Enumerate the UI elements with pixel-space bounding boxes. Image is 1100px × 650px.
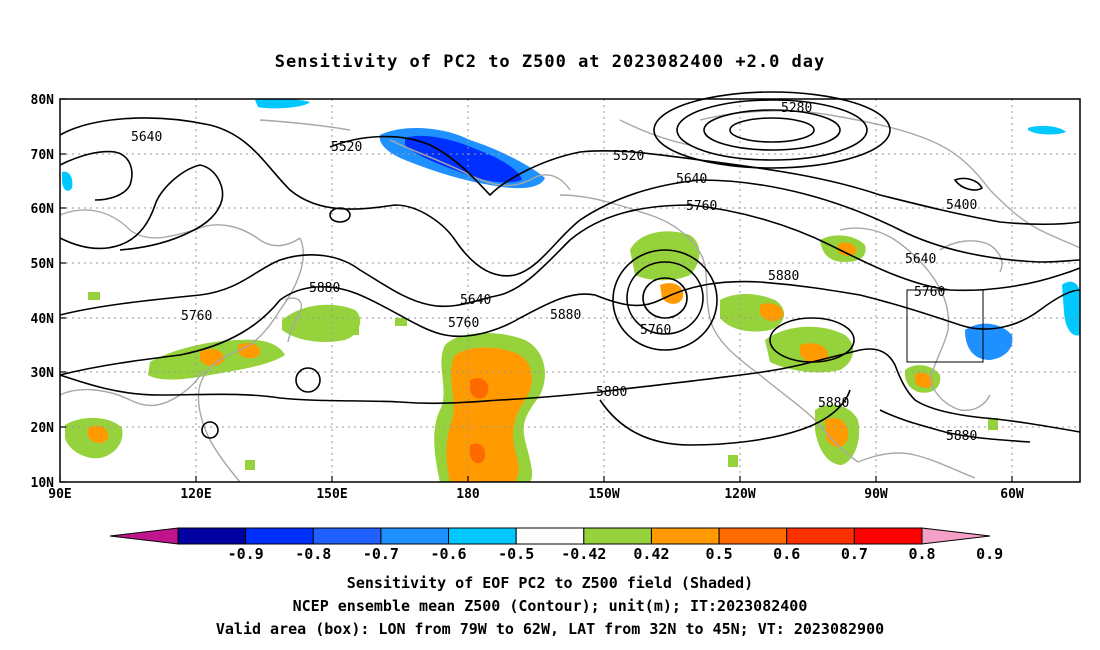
lon-label: 90E: [48, 487, 71, 502]
map-frame: [59, 98, 1081, 483]
colorbar-swatch: [650, 527, 720, 545]
lon-label: 150W: [588, 487, 619, 502]
contour-label: 5520: [613, 149, 644, 164]
lat-label: 70N: [31, 148, 55, 163]
contour-label: 5280: [781, 101, 812, 116]
contour-label: 5640: [905, 252, 936, 267]
contour-label: 5880: [309, 281, 340, 296]
valid-area-box: [906, 289, 984, 363]
lon-label: 180: [456, 487, 480, 502]
shade-region-negative-atlantic: [965, 323, 1013, 360]
colorbar-swatch: [718, 527, 788, 545]
caption-valid-area: Valid area (box): LON from 79W to 62W, L…: [216, 620, 884, 638]
contour-label: 5760: [914, 285, 945, 300]
colorbar-label: -0.42: [561, 545, 606, 563]
graticule: [60, 99, 1080, 482]
lat-label: 20N: [31, 421, 55, 436]
lat-label: 80N: [31, 93, 55, 108]
contour-label: 5880: [946, 429, 977, 444]
lat-label: 10N: [31, 476, 55, 491]
contour-label: 5400: [946, 198, 977, 213]
lat-label: 60N: [31, 202, 55, 217]
colorbar-label: -0.6: [430, 545, 466, 563]
contour-label: 5880: [596, 385, 627, 400]
captions: Sensitivity of EOF PC2 to Z500 field (Sh…: [216, 574, 884, 638]
longitude-labels: 90E 120E 150E 180 150W 120W 90W 60W: [48, 487, 1024, 502]
colorbar-label: 0.8: [908, 545, 935, 563]
lon-label: 120E: [180, 487, 211, 502]
colorbar-swatch: [786, 527, 855, 545]
contour-label: 5880: [550, 308, 581, 323]
colorbar-swatch: [853, 527, 923, 545]
colorbar: -0.9 -0.8 -0.7 -0.6 -0.5 -0.42 0.42 0.5 0.6 0.7 0.…: [109, 527, 1003, 563]
lon-label: 90W: [864, 487, 888, 502]
colorbar-swatch: [380, 527, 450, 545]
colorbar-label: 0.7: [841, 545, 868, 563]
colorbar-end-low: [109, 527, 179, 545]
lat-label: 30N: [31, 366, 55, 381]
colorbar-end-high: [921, 527, 991, 545]
contour-label: 5760: [181, 309, 212, 324]
colorbar-swatch: [312, 527, 382, 545]
lon-label: 120W: [724, 487, 755, 502]
colorbar-swatch: [177, 527, 247, 545]
colorbar-label: 0.5: [706, 545, 733, 563]
latitude-labels: 80N 70N 60N 50N 40N 30N 20N 10N: [31, 93, 55, 491]
caption-shading: Sensitivity of EOF PC2 to Z500 field (Sh…: [347, 574, 753, 592]
caption-contour: NCEP ensemble mean Z500 (Contour); unit(…: [293, 597, 808, 615]
colorbar-swatch: [245, 527, 314, 545]
colorbar-swatch: [515, 527, 585, 545]
contour-label: 5640: [460, 293, 491, 308]
colorbar-label: 0.6: [773, 545, 800, 563]
lat-label: 40N: [31, 312, 55, 327]
contour-label: 5640: [131, 130, 162, 145]
map-panel: 5280 5520 5640 5520 5640 5760 5400 5640 …: [31, 91, 1081, 502]
colorbar-label: -0.8: [295, 545, 331, 563]
colorbar-label: -0.9: [228, 545, 264, 563]
contour-labels: 5280 5520 5640 5520 5640 5760 5400 5640 …: [131, 101, 977, 444]
colorbar-label: -0.7: [363, 545, 399, 563]
colorbar-swatch: [448, 527, 517, 545]
contour-label: 5760: [686, 199, 717, 214]
contour-label: 5520: [331, 140, 362, 155]
colorbar-label: 0.42: [633, 545, 669, 563]
contour-label: 5880: [818, 396, 849, 411]
map-title: Sensitivity of PC2 to Z500 at 2023082400…: [275, 52, 826, 72]
lat-label: 50N: [31, 257, 55, 272]
colorbar-swatch: [583, 527, 652, 545]
contour-label: 5760: [640, 323, 671, 338]
contour-label: 5760: [448, 316, 479, 331]
lon-label: 150E: [316, 487, 347, 502]
colorbar-label: -0.5: [498, 545, 534, 563]
colorbar-label: 0.9: [976, 545, 1003, 563]
contour-label: 5640: [676, 172, 707, 187]
shade-region-northeast-pacific: [630, 231, 700, 281]
contour-label: 5880: [768, 269, 799, 284]
lon-label: 60W: [1000, 487, 1024, 502]
